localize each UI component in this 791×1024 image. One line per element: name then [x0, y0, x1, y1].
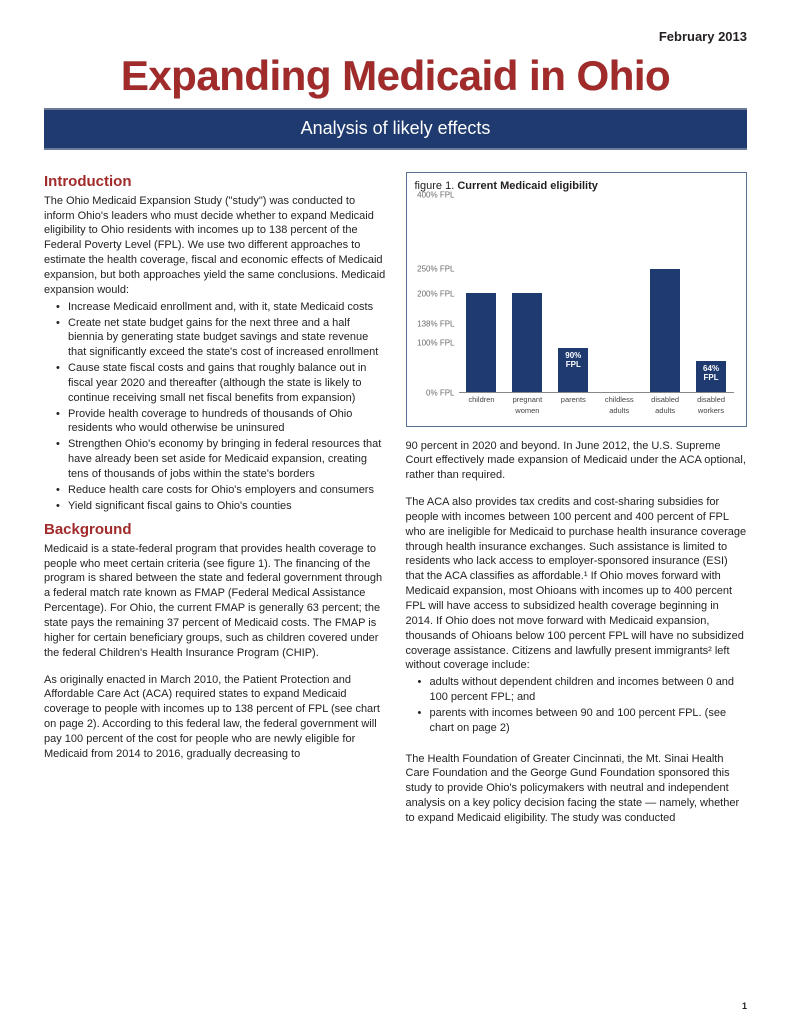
- y-axis-label: 250% FPL: [417, 264, 454, 275]
- bar-wrap: [459, 293, 505, 392]
- intro-bullet-list: Increase Medicaid enrollment and, with i…: [44, 300, 386, 514]
- bar-inner-label: 64%FPL: [696, 365, 726, 383]
- chart-caption: figure 1. Current Medicaid eligibility: [415, 179, 739, 194]
- x-axis-label: parents: [561, 395, 586, 405]
- bar: 90%FPL: [558, 348, 588, 393]
- intro-bullet-item: Yield significant fiscal gains to Ohio's…: [56, 499, 386, 514]
- chart-plot-area: 90%FPL64%FPL childrenpregnantwomenparent…: [459, 195, 735, 405]
- left-column: Introduction The Ohio Medicaid Expansion…: [44, 172, 386, 828]
- y-axis-label: 400% FPL: [417, 190, 454, 201]
- right-bullet-item: adults without dependent children and in…: [418, 675, 748, 705]
- x-axis-label: children: [468, 395, 494, 405]
- intro-bullet-item: Strengthen Ohio's economy by bringing in…: [56, 437, 386, 482]
- intro-bullet-item: Cause state fiscal costs and gains that …: [56, 361, 386, 406]
- intro-bullet-item: Increase Medicaid enrollment and, with i…: [56, 300, 386, 315]
- intro-bullet-item: Create net state budget gains for the ne…: [56, 316, 386, 361]
- bar-wrap: 64%FPL: [688, 361, 734, 393]
- y-axis-label: 138% FPL: [417, 320, 454, 331]
- bar: [466, 293, 496, 392]
- bar-inner-label: 90%FPL: [558, 352, 588, 370]
- right-column: figure 1. Current Medicaid eligibility 9…: [406, 172, 748, 828]
- intro-heading: Introduction: [44, 172, 386, 192]
- background-heading: Background: [44, 520, 386, 540]
- right-p1: 90 percent in 2020 and beyond. In June 2…: [406, 439, 748, 484]
- right-bullet-item: parents with incomes between 90 and 100 …: [418, 706, 748, 736]
- y-axis-label: 0% FPL: [426, 388, 454, 399]
- background-p1: Medicaid is a state-federal program that…: [44, 542, 386, 661]
- right-bullet-list: adults without dependent children and in…: [406, 675, 748, 735]
- x-axis-label: childlessadults: [605, 395, 634, 415]
- bar: 64%FPL: [696, 361, 726, 393]
- document-title: Expanding Medicaid in Ohio: [44, 48, 747, 105]
- subtitle-bar: Analysis of likely effects: [44, 108, 747, 149]
- intro-bullet-item: Provide health coverage to hundreds of t…: [56, 407, 386, 437]
- x-axis-label: pregnantwomen: [513, 395, 543, 415]
- x-axis-label: disabledworkers: [697, 395, 725, 415]
- y-axis-label: 200% FPL: [417, 289, 454, 300]
- bar: [512, 293, 542, 392]
- page-number: 1: [742, 1000, 747, 1012]
- chart-title: Current Medicaid eligibility: [457, 180, 598, 192]
- intro-bullet-item: Reduce health care costs for Ohio's empl…: [56, 483, 386, 498]
- background-p2: As originally enacted in March 2010, the…: [44, 673, 386, 762]
- bar-wrap: 90%FPL: [550, 348, 596, 393]
- x-axis-label: disabledadults: [651, 395, 679, 415]
- figure-1-chart: figure 1. Current Medicaid eligibility 9…: [406, 172, 748, 427]
- bar-wrap: [642, 269, 688, 393]
- right-p2: The ACA also provides tax credits and co…: [406, 495, 748, 673]
- bar-wrap: [504, 293, 550, 392]
- issue-date: February 2013: [44, 28, 747, 46]
- content-columns: Introduction The Ohio Medicaid Expansion…: [44, 172, 747, 828]
- right-p3: The Health Foundation of Greater Cincinn…: [406, 752, 748, 826]
- y-axis-label: 100% FPL: [417, 338, 454, 349]
- bar: [650, 269, 680, 393]
- intro-paragraph: The Ohio Medicaid Expansion Study ("stud…: [44, 194, 386, 298]
